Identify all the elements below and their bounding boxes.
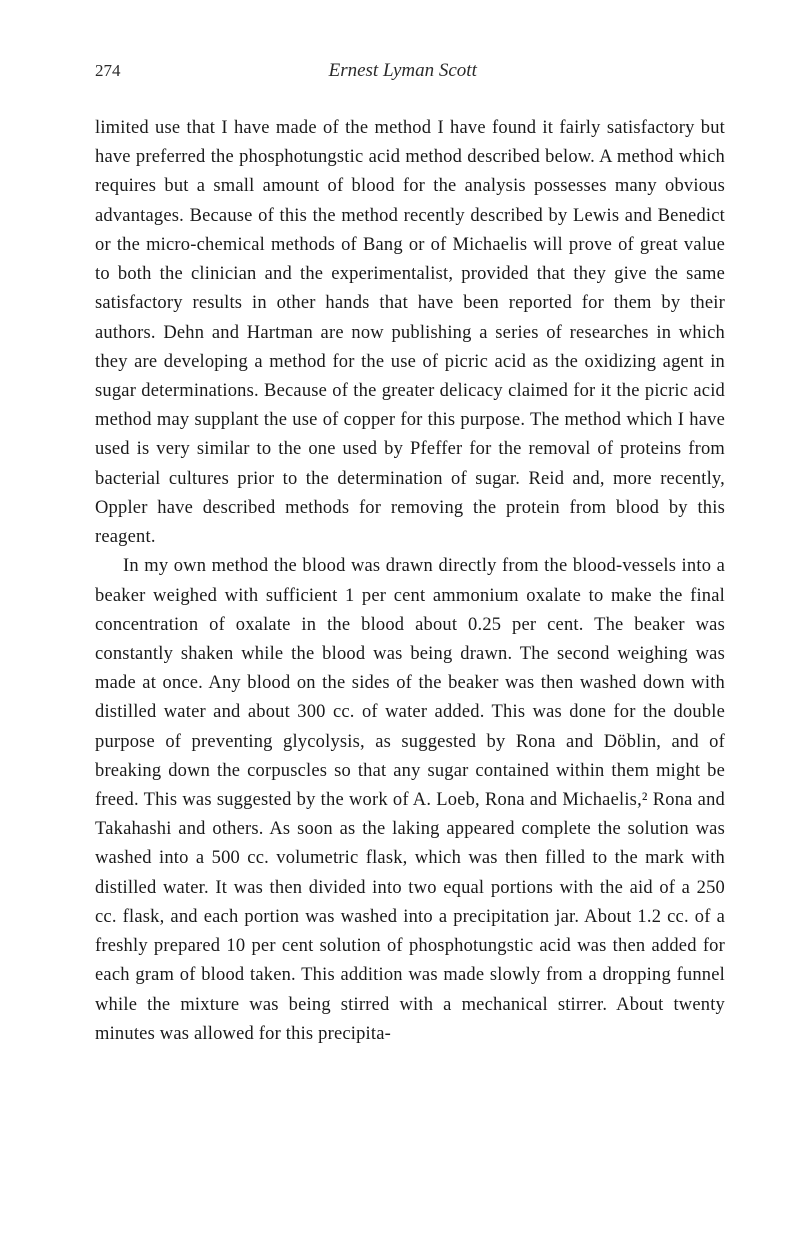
paragraph-2: In my own method the blood was drawn dir… — [95, 552, 725, 1049]
running-title: Ernest Lyman Scott — [81, 60, 726, 82]
paragraph-1: limited use that I have made of the meth… — [95, 114, 725, 552]
page-header: 274 Ernest Lyman Scott — [95, 60, 725, 82]
